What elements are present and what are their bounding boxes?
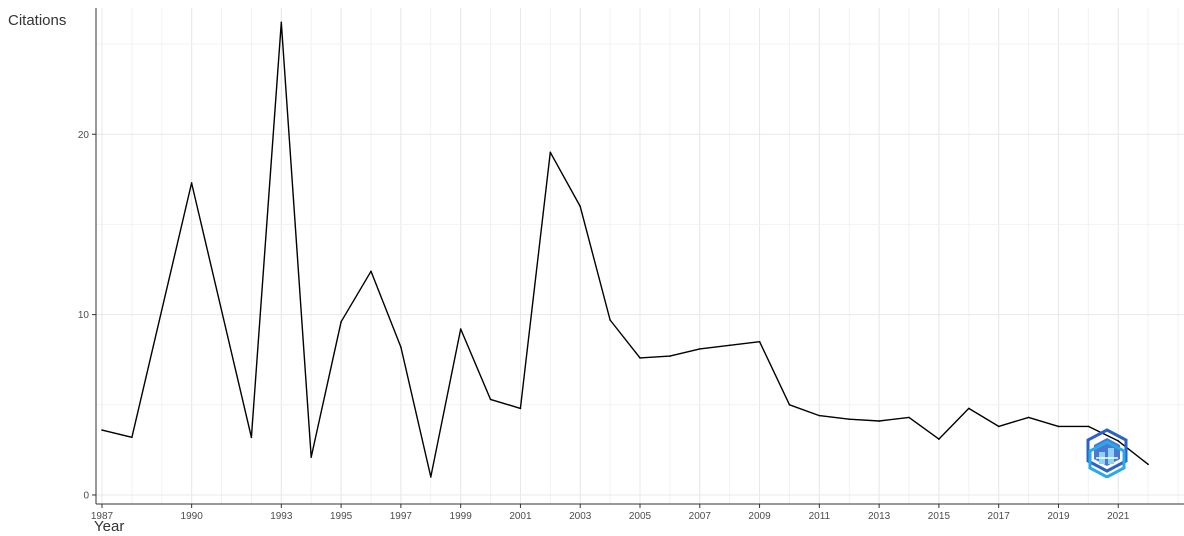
citations-line	[101, 21, 1149, 478]
data-point	[280, 21, 283, 24]
x-tick-label: 2003	[569, 511, 592, 522]
x-tick-label: 2013	[868, 511, 891, 522]
data-point	[310, 456, 313, 458]
x-tick-label: 1990	[181, 511, 204, 522]
x-tick-label: 2001	[509, 511, 532, 522]
data-point	[519, 407, 522, 410]
data-point	[698, 348, 701, 350]
y-axis-title: Citations	[8, 12, 66, 29]
data-point	[250, 436, 253, 439]
gridlines-y	[96, 43, 1184, 496]
x-tick-label: 2007	[689, 511, 712, 522]
x-tick-label: 2009	[748, 511, 771, 522]
y-tick-label: 20	[78, 130, 90, 141]
data-point	[429, 476, 432, 478]
hexagon-logo-icon	[1086, 428, 1128, 478]
x-tick-label: 2011	[809, 511, 831, 522]
y-tick-labels: 0 10 20	[78, 130, 90, 502]
data-point	[370, 270, 372, 273]
x-axis-title: Year	[94, 518, 124, 535]
data-point	[400, 346, 402, 348]
data-point	[669, 355, 671, 357]
data-point	[1057, 425, 1060, 428]
data-point	[1147, 463, 1149, 466]
y-tick-label: 10	[78, 310, 90, 321]
data-point	[579, 205, 582, 208]
x-tick-label: 1993	[270, 511, 293, 522]
data-point	[788, 404, 791, 406]
x-tick-label: 2021	[1107, 511, 1130, 522]
major-gridlines-x	[101, 8, 1119, 504]
data-point	[908, 416, 910, 419]
data-point	[758, 340, 761, 343]
data-point	[190, 182, 193, 184]
data-point	[639, 357, 641, 359]
axes	[92, 8, 1184, 508]
x-tick-label: 2005	[629, 511, 652, 522]
x-tick-label: 2019	[1047, 511, 1070, 522]
data-point	[549, 151, 552, 154]
data-point	[131, 436, 133, 439]
data-point	[1117, 440, 1120, 442]
series-layer	[101, 21, 1149, 478]
data-point	[609, 319, 611, 321]
data-point	[1087, 425, 1090, 428]
data-point	[1027, 416, 1030, 419]
data-point	[728, 344, 731, 347]
y-tick-label: 0	[83, 490, 89, 501]
data-point	[938, 438, 940, 440]
data-point	[340, 321, 342, 323]
data-point	[997, 425, 1000, 428]
x-tick-label: 1997	[390, 511, 413, 522]
data-point	[848, 418, 851, 421]
data-point	[967, 407, 970, 410]
data-point	[878, 420, 880, 422]
data-point	[101, 429, 103, 431]
x-tick-label: 1995	[330, 511, 353, 522]
data-point	[459, 328, 462, 330]
x-tick-label: 1987	[91, 511, 114, 522]
x-tick-label: 2017	[988, 511, 1011, 522]
x-tick-label: 1999	[450, 511, 473, 522]
x-tick-labels: 1987 1990 1993 1995 1997 1999 2001 2003 2005 2007…	[91, 511, 1130, 522]
data-point	[818, 414, 821, 417]
data-point	[489, 398, 492, 401]
x-tick-label: 2015	[928, 511, 951, 522]
